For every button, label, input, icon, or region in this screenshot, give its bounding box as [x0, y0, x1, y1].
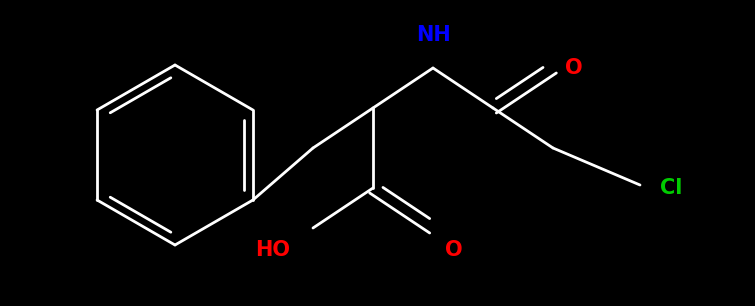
- Text: O: O: [445, 240, 463, 260]
- Text: NH: NH: [415, 25, 451, 45]
- Text: Cl: Cl: [660, 178, 683, 198]
- Text: O: O: [565, 58, 583, 78]
- Text: HO: HO: [255, 240, 290, 260]
